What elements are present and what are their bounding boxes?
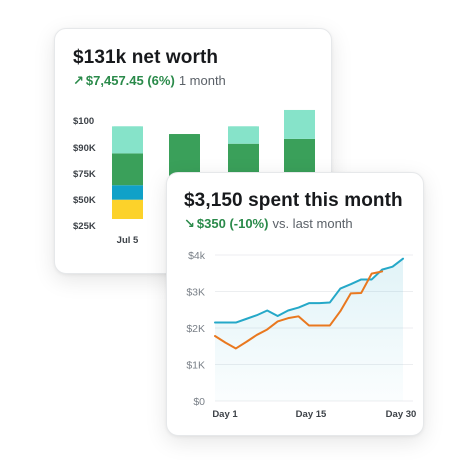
x-tick-label: Day 30 [386,409,417,420]
bar-cap [169,134,200,139]
y-tick-label: $2K [186,323,205,335]
bar-segment [112,185,143,200]
spending-change-value: ↘ $350 (-10%) [184,216,268,231]
y-tick-label: $75K [73,169,96,180]
x-tick-label: Day 15 [296,409,327,420]
series-area [215,258,403,401]
y-tick-label: $1K [186,360,205,372]
y-tick-label: $100 [73,116,94,127]
y-tick-label: $3K [186,287,205,299]
arrow-down-right-icon: ↘ [184,216,195,231]
arrow-up-right-icon: ↗ [73,73,84,88]
net-worth-change-period: 1 month [178,73,226,88]
bar-segment [112,153,143,186]
bar-cap [112,126,143,131]
y-tick-label: $25K [73,221,96,232]
spending-line-chart: $0 $1K $2K $3K $4k Day 1 Day 15 Day 30 [186,250,417,420]
spending-change-amount: $350 (-10%) [196,216,269,231]
net-worth-card[interactable]: $131k net worth ↗ $7,457.45 (6%) 1 month $… [54,28,332,274]
spending-card[interactable]: $3,150 spent this month ↘ $350 (-10%) vs. … [166,172,424,436]
bar-segment [112,126,143,154]
bar-cap [228,126,259,131]
spending-change: ↘ $350 (-10%) vs. last month [184,216,353,232]
stacked-bar [112,126,143,219]
y-tick-label: $0 [193,396,205,408]
x-tick-label: Day 1 [212,409,238,420]
net-worth-change-amount: $7,457.45 (6%) [85,73,175,88]
bar-cap [284,109,315,114]
series-line-this-month [214,257,404,324]
x-tick-label: Jul 5 [117,235,139,246]
y-tick-label: $50K [73,195,96,206]
bar-segment [228,126,259,144]
net-worth-title: $131k net worth [73,47,219,68]
net-worth-change-value: ↗ $7,457.45 (6%) [73,73,175,88]
spending-change-period: vs. last month [272,216,353,231]
y-tick-label: $4k [188,250,206,262]
y-tick-label: $90K [73,143,96,154]
net-worth-change: ↗ $7,457.45 (6%) 1 month [73,73,226,89]
bar-segment [112,199,143,219]
spending-title: $3,150 spent this month [184,190,403,211]
series-line-last-month [214,270,384,350]
bar-segment [284,109,315,139]
